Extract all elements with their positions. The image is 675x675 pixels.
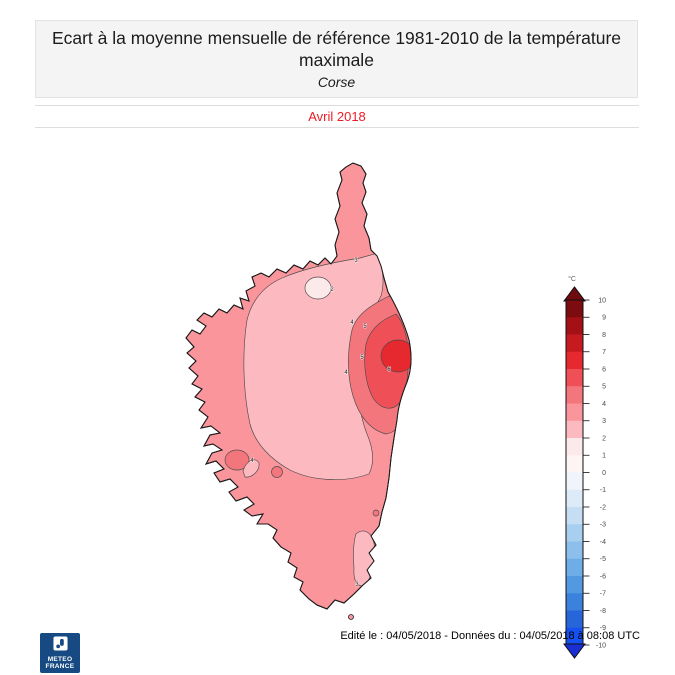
zone-1-2-spot <box>305 277 331 299</box>
corsica-anomaly-map: 234545643 <box>170 150 430 630</box>
region-subtitle: Corse <box>36 74 637 90</box>
scale-ticks: 109876543210-1-2-3-4-5-6-7-8-9-10 <box>583 297 606 649</box>
scale-arrow-up <box>564 287 585 301</box>
scale-tick-label: 0 <box>602 470 606 477</box>
page: Ecart à la moyenne mensuelle de référenc… <box>0 0 675 675</box>
meteo-france-logo: METEO FRANCE <box>40 633 80 673</box>
scale-tick-label: -4 <box>600 539 606 546</box>
divider-line <box>35 105 639 106</box>
scale-tick-label: -3 <box>600 522 606 529</box>
islet <box>349 615 354 620</box>
scale-tick-label: -6 <box>600 573 606 580</box>
divider-line <box>35 127 639 128</box>
scale-tick-label: 5 <box>602 384 606 391</box>
scale-tick-label: 2 <box>602 435 606 442</box>
scale-tick-label: -10 <box>596 642 606 649</box>
zone-4-5-dot-east <box>373 510 379 516</box>
scale-tick-label: 6 <box>602 366 606 373</box>
zone-2-3-southwest-pocket <box>211 495 226 534</box>
page-title: Ecart à la moyenne mensuelle de référenc… <box>51 28 623 72</box>
period-label: Avril 2018 <box>35 109 639 124</box>
scale-tick-label: -7 <box>600 591 606 598</box>
scale-segments <box>566 300 583 645</box>
scale-tick-label: 7 <box>602 349 606 356</box>
scale-tick-label: 3 <box>602 418 606 425</box>
scale-tick-label: 9 <box>602 315 606 322</box>
scale-tick-label: -8 <box>600 608 606 615</box>
scale-tick-label: 10 <box>598 297 606 304</box>
scale-tick-label: 4 <box>602 401 606 408</box>
scale-tick-label: -5 <box>600 556 606 563</box>
logo-text-line1: METEO <box>40 656 80 663</box>
color-scale: °C 109876543210-1-2-3-4-5-6-7-8-9-10 <box>556 272 616 662</box>
title-box: Ecart à la moyenne mensuelle de référenc… <box>35 20 638 98</box>
meteo-france-logo-icon <box>53 636 68 651</box>
scale-tick-label: -1 <box>600 487 606 494</box>
scale-tick-label: 1 <box>602 453 606 460</box>
scale-tick-label: 8 <box>602 332 606 339</box>
scale-tick-label: -2 <box>600 504 606 511</box>
zone-4-5-small-spot <box>272 467 283 478</box>
logo-text-line2: FRANCE <box>40 663 80 670</box>
scale-arrow-down <box>564 644 585 658</box>
edition-note: Edité le : 04/05/2018 - Données du : 04/… <box>340 630 640 642</box>
scale-unit-label: °C <box>568 275 576 283</box>
zone-2-3-southeast-coast <box>353 531 374 586</box>
